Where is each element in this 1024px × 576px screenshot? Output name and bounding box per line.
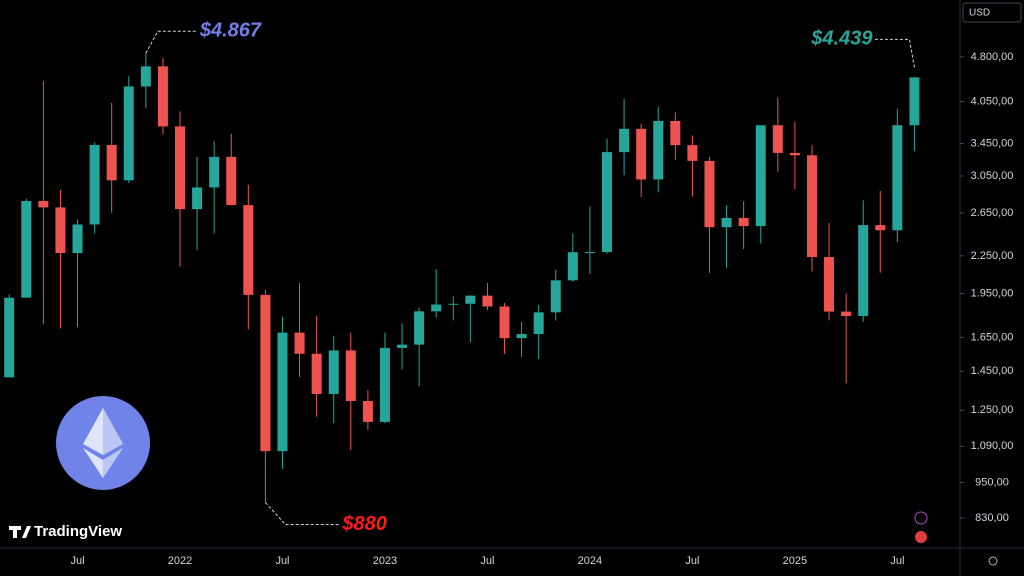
candle-body	[260, 294, 271, 452]
flag-icon[interactable]	[915, 531, 927, 543]
candle-body	[243, 205, 254, 295]
x-tick-label: Jul	[685, 555, 699, 567]
candle-body	[670, 121, 681, 146]
eth-logo	[56, 396, 150, 490]
y-tick-label: 1.650,00	[971, 331, 1014, 343]
candle-body	[38, 200, 49, 208]
candle-body	[550, 280, 561, 313]
candle-body	[738, 217, 749, 227]
candle-body	[379, 347, 390, 422]
annotation-leader	[145, 30, 198, 54]
candle-body	[431, 304, 442, 312]
annotation-leader	[874, 38, 915, 68]
annotation-leader	[265, 502, 341, 525]
y-tick-label: 830,00	[975, 512, 1009, 524]
candle-body	[687, 145, 698, 161]
candle-body	[362, 400, 373, 422]
candle-body	[55, 207, 66, 253]
candle-body	[414, 311, 425, 345]
candle-body	[21, 200, 32, 298]
annotation-label: $4.439	[810, 28, 873, 50]
annotation-label: $880	[341, 513, 387, 535]
candle-body	[789, 152, 800, 156]
x-tick-label: 2025	[783, 555, 807, 567]
candle-body	[311, 353, 322, 394]
candle-body	[89, 144, 100, 225]
candle-body	[140, 66, 151, 87]
y-tick-label: 4.800,00	[971, 51, 1014, 63]
candle-body	[721, 217, 732, 228]
candle-body	[892, 125, 903, 231]
candle-body	[653, 121, 664, 180]
candle-body	[533, 312, 544, 335]
candle-body	[602, 152, 612, 253]
candle-body	[328, 350, 339, 394]
x-tick-label: 2022	[168, 555, 192, 567]
candle-body	[841, 311, 852, 316]
y-tick-label: 3.450,00	[971, 138, 1014, 150]
candle-body	[875, 225, 886, 231]
candle-body	[567, 252, 578, 281]
candle-body	[345, 350, 356, 401]
candle-body	[106, 144, 117, 181]
y-tick-label: 1.950,00	[971, 287, 1014, 299]
candle-body	[209, 156, 220, 188]
candle-body	[175, 126, 185, 210]
candle-body	[704, 160, 715, 228]
brand-logo	[9, 526, 31, 538]
candle-body	[123, 86, 134, 181]
candle-body	[4, 297, 15, 378]
candle-body	[584, 252, 595, 254]
y-tick-label: 1.250,00	[971, 404, 1014, 416]
candle-body	[499, 306, 510, 339]
x-tick-label: Jul	[480, 555, 494, 567]
brand-name: TradingView	[34, 523, 122, 540]
candle-body	[636, 128, 647, 180]
candle-body	[72, 224, 83, 253]
x-tick-label: Jul	[70, 555, 84, 567]
candle-body	[619, 128, 630, 153]
candle-body	[465, 295, 476, 304]
candle-body	[294, 332, 305, 354]
settings-icon[interactable]	[988, 556, 998, 566]
y-tick-label: 1.090,00	[971, 440, 1014, 452]
candle-body	[858, 225, 869, 316]
y-tick-label: 1.450,00	[971, 365, 1014, 377]
x-tick-label: Jul	[275, 555, 289, 567]
candle-body	[226, 156, 237, 206]
candle-body	[448, 303, 459, 305]
candle-body	[772, 125, 783, 153]
x-tick-label: 2024	[578, 555, 602, 567]
y-tick-label: 3.050,00	[971, 170, 1014, 182]
candle-body	[806, 155, 817, 258]
candle-body	[909, 77, 920, 126]
candle-body	[192, 187, 203, 210]
candle-body	[277, 332, 288, 452]
candle-body	[755, 125, 766, 227]
flash-icon[interactable]	[914, 511, 928, 525]
x-tick-label: 2023	[373, 555, 397, 567]
y-tick-label: 2.250,00	[971, 250, 1014, 262]
candle-body	[397, 344, 408, 348]
candle-body	[482, 295, 493, 307]
y-tick-label: 2.650,00	[971, 207, 1014, 219]
y-tick-label: 4.050,00	[971, 95, 1014, 107]
candle-body	[824, 257, 835, 312]
y-tick-label: 950,00	[975, 476, 1009, 488]
candle-body	[516, 334, 527, 339]
currency-button[interactable]	[962, 2, 1022, 23]
candle-body	[157, 66, 168, 127]
x-tick-label: Jul	[890, 555, 904, 567]
annotation-label: $4.867	[199, 19, 262, 41]
currency-label: USD	[969, 8, 990, 19]
